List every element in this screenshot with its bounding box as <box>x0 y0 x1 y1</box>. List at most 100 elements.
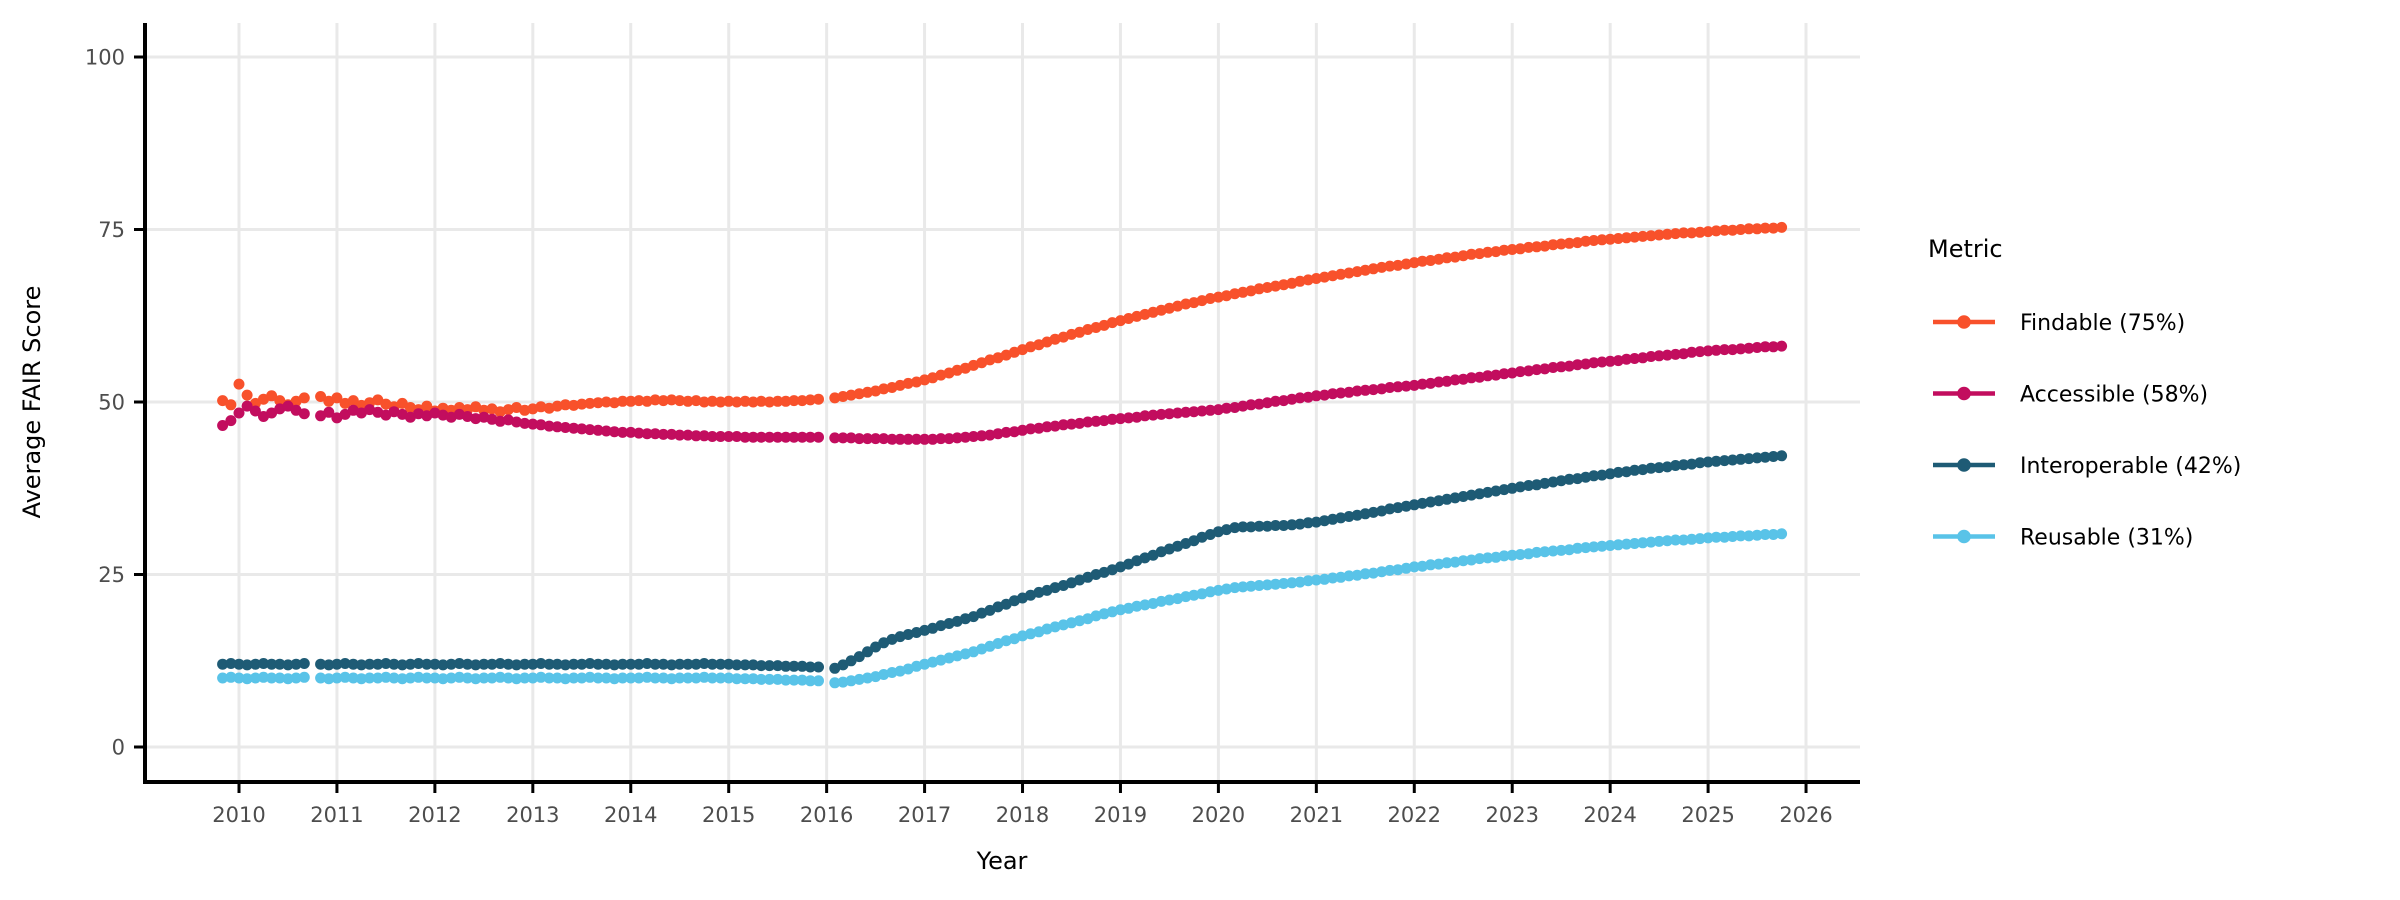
data-point <box>788 660 800 672</box>
data-point <box>1319 515 1330 527</box>
data-point <box>1049 333 1061 345</box>
data-point <box>1425 255 1437 266</box>
data-point <box>1474 371 1486 383</box>
data-point <box>1702 226 1714 238</box>
data-point <box>1490 246 1502 258</box>
data-point <box>1017 424 1028 436</box>
data-point <box>249 672 261 684</box>
data-point <box>396 397 408 409</box>
data-point <box>641 428 653 440</box>
data-point <box>470 659 482 671</box>
data-point <box>1433 558 1445 570</box>
data-point <box>1465 489 1477 501</box>
data-point <box>380 671 392 683</box>
data-point <box>1000 598 1012 610</box>
data-point <box>1294 576 1306 588</box>
legend-title: Metric <box>1928 235 2003 263</box>
data-point <box>657 672 669 684</box>
data-point <box>1767 341 1779 353</box>
data-point <box>1270 395 1281 407</box>
data-point <box>1147 549 1159 561</box>
legend-item-label: Interoperable (42%) <box>2020 454 2241 479</box>
data-point <box>984 429 996 441</box>
data-point <box>1670 460 1681 471</box>
data-point <box>1498 368 1510 380</box>
data-point <box>1457 491 1469 502</box>
data-point <box>1588 357 1600 369</box>
data-point <box>1204 293 1216 304</box>
data-point <box>1555 361 1567 373</box>
data-point <box>1759 529 1771 540</box>
data-point <box>225 658 237 669</box>
data-point <box>551 400 563 412</box>
x-tick-label-2022: 2022 <box>1388 803 1441 827</box>
data-point <box>1106 317 1118 329</box>
data-point <box>1588 470 1600 482</box>
data-point <box>698 671 710 683</box>
data-point <box>1131 600 1143 612</box>
data-point <box>657 428 669 440</box>
data-point <box>1310 273 1322 284</box>
data-point <box>1604 233 1616 245</box>
data-point <box>747 673 759 685</box>
data-point <box>1229 288 1241 300</box>
data-point <box>1612 355 1624 367</box>
data-point <box>584 397 596 409</box>
data-point <box>951 650 963 662</box>
data-point <box>437 673 449 685</box>
data-point <box>723 395 735 407</box>
data-point <box>502 672 514 684</box>
data-point <box>739 395 751 407</box>
data-point <box>1621 353 1632 365</box>
data-point <box>1751 223 1763 235</box>
data-point <box>290 658 302 670</box>
data-point <box>1776 450 1788 462</box>
data-point <box>1449 251 1461 263</box>
data-point <box>731 659 743 671</box>
data-point <box>1465 372 1477 384</box>
data-point <box>1359 508 1371 520</box>
data-point <box>584 424 596 436</box>
data-point <box>649 428 661 440</box>
data-point <box>682 672 694 684</box>
data-point <box>1310 574 1322 586</box>
data-point <box>249 397 261 409</box>
data-point <box>298 671 310 683</box>
data-point <box>1221 402 1232 414</box>
data-point <box>788 395 800 407</box>
data-point <box>1253 520 1265 532</box>
data-point <box>453 671 465 683</box>
data-point <box>347 658 359 670</box>
data-point <box>1604 540 1616 551</box>
data-point <box>845 675 857 687</box>
legend-key-point <box>1957 386 1971 401</box>
data-point <box>1433 495 1445 507</box>
data-point <box>1367 506 1379 518</box>
data-point <box>1604 468 1616 480</box>
data-point <box>1457 250 1469 262</box>
data-point <box>1482 552 1494 564</box>
data-point <box>715 672 727 684</box>
data-point <box>1596 540 1608 552</box>
data-point <box>1441 375 1453 387</box>
data-point <box>739 431 751 443</box>
data-point <box>1678 534 1690 546</box>
data-point <box>1188 406 1200 418</box>
data-point <box>674 672 686 684</box>
data-point <box>674 395 686 407</box>
data-point <box>1180 298 1192 310</box>
data-point <box>1221 290 1232 302</box>
data-point <box>1490 369 1502 381</box>
data-point <box>1743 530 1755 542</box>
data-point <box>1580 358 1592 370</box>
data-point <box>1751 452 1763 464</box>
data-point <box>1155 595 1167 607</box>
data-point <box>1319 271 1330 283</box>
data-point <box>511 673 522 685</box>
legend-item-reusable-31: Reusable (31%) <box>1933 526 2193 551</box>
data-point <box>813 661 824 673</box>
data-point <box>421 672 433 684</box>
data-point <box>772 431 784 443</box>
x-tick-label-2012: 2012 <box>408 803 461 827</box>
